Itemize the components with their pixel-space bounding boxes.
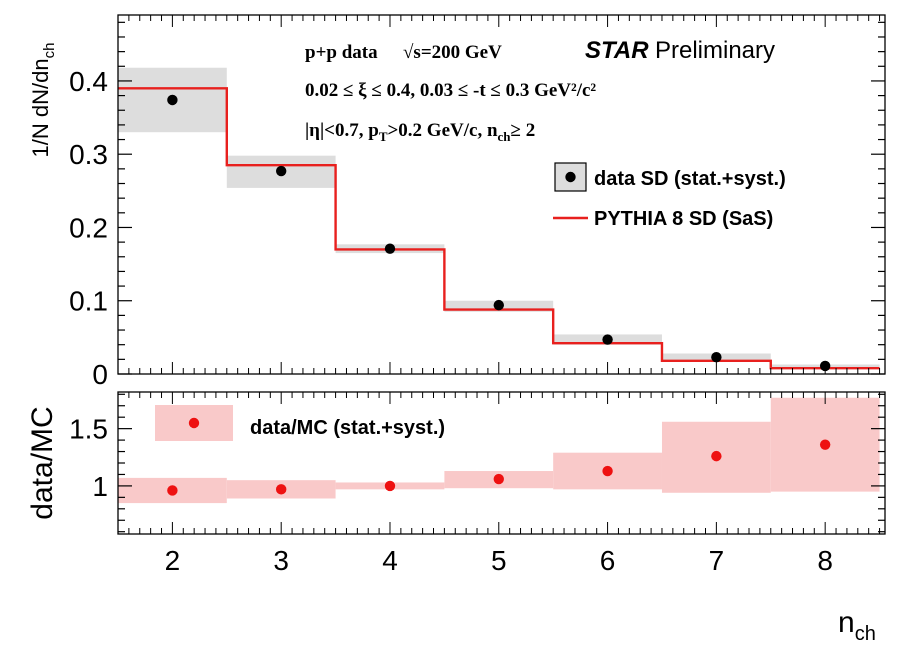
top-legend: data SD (stat.+syst.) PYTHIA 8 SD (SaS) (553, 162, 786, 230)
top-ytick-label: 0.1 (69, 286, 108, 317)
xtick-label: 7 (709, 545, 725, 576)
annotation-energy: √s=200 GeV (403, 42, 502, 63)
data-point-4 (384, 243, 396, 254)
ratio-point-8 (819, 439, 831, 450)
annotation-kinematics: 0.02 ≤ ξ ≤ 0.4, 0.03 ≤ -t ≤ 0.3 GeV²/c² (305, 80, 596, 101)
legend-ratio-label: data/MC (stat.+syst.) (250, 417, 445, 439)
xtick-label: 8 (817, 545, 833, 576)
legend-ratio-marker (188, 417, 200, 429)
top-ytick-label: 0 (92, 359, 108, 390)
top-panel-frame (117, 14, 886, 375)
xtick-label: 6 (600, 545, 616, 576)
bottom-ytick-label: 1.5 (69, 414, 108, 445)
ratio-point-2 (167, 485, 178, 496)
xtick-label: 3 (273, 545, 289, 576)
ratio-point-6 (602, 465, 613, 477)
xlabel: nch (838, 606, 876, 645)
xtick-label: 2 (165, 545, 181, 576)
xtick-label: 5 (491, 545, 507, 576)
data-point-7 (711, 351, 722, 363)
top-ytick-label: 0.3 (69, 139, 108, 170)
legend-data-label: data SD (stat.+syst.) (594, 168, 786, 190)
ratio-point-7 (711, 450, 722, 462)
top-axes: 0 0.1 0.2 0.3 0.4 (69, 15, 885, 390)
bottom-axes: 1 1.5 2 3 4 5 6 7 8 (69, 392, 885, 576)
top-ytick-label: 0.4 (69, 66, 108, 97)
annotation-block: p+p data √s=200 GeV STAR Preliminary 0.0… (305, 37, 775, 144)
data-point-3 (275, 165, 287, 177)
legend-mc-label: PYTHIA 8 SD (SaS) (594, 208, 773, 230)
data-point-6 (602, 334, 613, 345)
data-point-2 (167, 94, 178, 106)
legend-data-marker (565, 171, 576, 183)
ratio-point-5 (493, 473, 504, 485)
ratio-point-3 (275, 484, 287, 495)
star-logo-text: STAR (585, 37, 649, 64)
ratio-point-4 (384, 480, 396, 492)
data-point-5 (493, 299, 504, 311)
bottom-legend: data/MC (stat.+syst.) (155, 405, 445, 441)
bottom-panel-frame (117, 391, 886, 535)
annotation-pp-data: p+p data (305, 42, 378, 63)
xtick-label: 4 (382, 545, 398, 576)
bottom-ylabel: data/MC (26, 406, 59, 519)
annotation-cuts: |η|<0.7, pT>0.2 GeV/c, nch≥ 2 (305, 120, 535, 144)
ratio-points (167, 439, 831, 496)
top-ytick-label: 0.2 (69, 212, 108, 243)
bottom-ytick-label: 1 (92, 471, 108, 502)
preliminary-label: Preliminary (655, 37, 775, 64)
top-data-points (167, 94, 831, 372)
top-ylabel: 1/N dN/dnch (28, 43, 58, 158)
